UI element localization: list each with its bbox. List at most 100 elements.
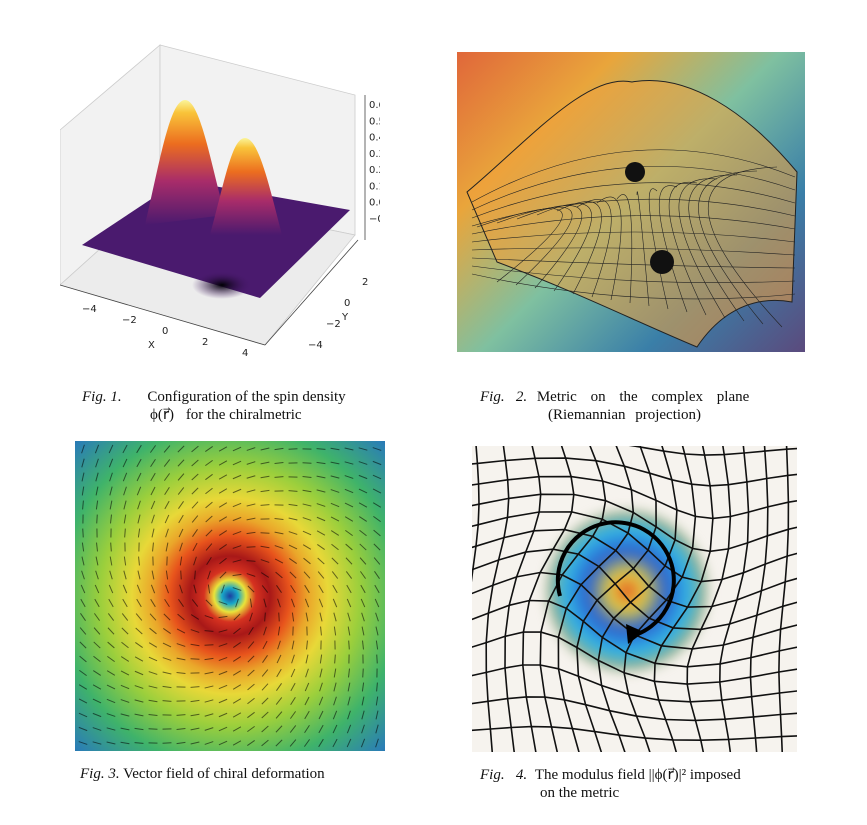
- vector-arrow: [374, 584, 380, 594]
- grid-line: [471, 182, 796, 219]
- x-tick-label: 4: [242, 348, 248, 359]
- vector-arrow: [374, 571, 380, 579]
- vector-arrow: [78, 712, 88, 718]
- vector-arrow: [375, 724, 379, 734]
- vector-arrow: [358, 488, 368, 494]
- vector-arrow: [218, 684, 228, 690]
- vector-arrow: [218, 740, 228, 746]
- grid-line: [718, 446, 750, 752]
- vector-arrow: [92, 712, 102, 718]
- vector-arrow: [190, 727, 200, 731]
- vector-arrow: [122, 458, 128, 468]
- vector-arrow: [359, 571, 367, 579]
- vector-arrow: [149, 613, 157, 621]
- vector-arrow: [78, 698, 88, 704]
- vector-arrow: [218, 446, 228, 452]
- vector-arrow: [78, 684, 88, 690]
- vector-arrow: [92, 670, 102, 676]
- vector-arrow: [318, 710, 324, 720]
- vector-arrow: [376, 682, 378, 692]
- vector-arrow: [110, 542, 112, 552]
- vector-arrow: [134, 699, 144, 703]
- caption-text: (Riemannian projection): [548, 407, 702, 423]
- vector-arrow: [316, 489, 326, 493]
- vector-arrow: [331, 557, 339, 565]
- grid-line: [688, 174, 745, 322]
- vector-arrow: [162, 671, 172, 675]
- vector-arrow: [344, 461, 354, 465]
- vector-arrow: [204, 727, 214, 731]
- vector-arrow: [318, 584, 324, 594]
- grid-line: [576, 446, 657, 752]
- vector-arrow: [207, 584, 211, 594]
- vector-arrow: [177, 445, 185, 453]
- vector-arrow: [263, 598, 267, 608]
- vector-arrow: [178, 528, 184, 538]
- vector-arrow: [302, 544, 312, 550]
- grid-line: [749, 446, 769, 752]
- vector-arrow: [303, 739, 311, 747]
- vector-arrow: [247, 683, 255, 691]
- vector-arrow: [232, 474, 242, 480]
- vector-arrow: [136, 472, 142, 482]
- vector-arrow: [319, 612, 323, 622]
- vector-arrow: [260, 475, 270, 479]
- vector-arrow: [317, 571, 325, 579]
- vector-arrow: [191, 487, 199, 495]
- vector-arrow: [246, 503, 256, 507]
- vector-arrow: [344, 502, 354, 508]
- z-tick-label: −0.1: [369, 214, 380, 225]
- vector-arrow: [361, 696, 365, 706]
- vector-arrow: [137, 500, 141, 510]
- grid-line: [472, 725, 797, 742]
- caption-text: for the chiralmetric: [185, 407, 302, 423]
- grid-line: [485, 446, 510, 752]
- vector-arrow: [82, 528, 84, 538]
- vector-arrow: [260, 545, 270, 549]
- vector-arrow: [205, 599, 213, 607]
- vector-arrow: [361, 710, 365, 720]
- vector-arrow: [375, 710, 379, 720]
- z-tick-label: 0.6: [369, 100, 380, 111]
- vector-arrow: [332, 584, 338, 594]
- vector-arrow: [288, 517, 298, 521]
- vector-arrow: [79, 669, 87, 677]
- vector-arrow: [247, 669, 255, 677]
- vector-arrow: [290, 696, 296, 706]
- vector-arrow: [333, 696, 337, 706]
- surface-peak-2: [210, 138, 282, 235]
- vector-arrow: [122, 444, 128, 454]
- vector-arrow: [81, 458, 85, 468]
- vector-arrow: [93, 641, 101, 649]
- vector-arrow: [290, 668, 296, 678]
- vector-arrow: [190, 629, 200, 633]
- vector-arrow: [204, 741, 214, 745]
- vector-arrow: [316, 503, 326, 507]
- vector-arrow: [109, 556, 113, 566]
- vector-arrow: [205, 515, 213, 523]
- vector-arrow: [79, 655, 87, 663]
- vector-arrow: [263, 626, 267, 636]
- vector-arrow: [306, 640, 308, 650]
- vector-arrow: [361, 682, 365, 692]
- vector-arrow: [135, 642, 143, 648]
- vector-arrow: [330, 475, 340, 479]
- vector-arrow: [277, 626, 281, 636]
- vector-arrow: [305, 612, 309, 622]
- vector-arrow: [163, 628, 171, 634]
- vector-arrow: [218, 656, 228, 662]
- vector-arrow: [134, 742, 144, 744]
- vector-arrow: [247, 740, 255, 746]
- vector-arrow: [290, 598, 296, 608]
- vector-arrow: [302, 530, 312, 536]
- grid-line: [698, 170, 764, 325]
- grid-line: [616, 194, 633, 304]
- vector-arrow: [359, 557, 367, 565]
- vector-arrow: [232, 460, 242, 466]
- vector-arrow: [179, 584, 183, 594]
- vector-arrow: [232, 530, 242, 536]
- grid-line: [648, 188, 669, 310]
- vector-arrow: [261, 725, 269, 733]
- x-tick-label: 2: [202, 337, 208, 348]
- vector-arrow: [233, 642, 241, 648]
